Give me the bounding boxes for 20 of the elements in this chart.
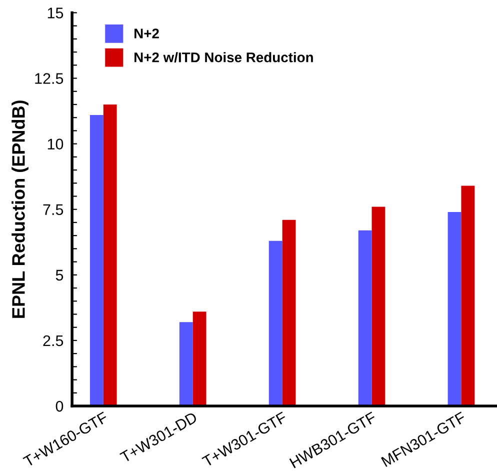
bar	[372, 206, 386, 406]
bar	[461, 186, 475, 406]
y-tick-label: 10	[48, 138, 64, 150]
bar	[192, 312, 206, 406]
bar	[103, 104, 117, 406]
y-tick-label: 0	[56, 400, 64, 412]
bar	[448, 212, 462, 406]
y-tick-label: 2.5	[43, 335, 64, 346]
bar	[268, 240, 282, 406]
y-tick-label: 15	[48, 8, 64, 18]
bar	[90, 114, 104, 406]
bar	[282, 220, 296, 406]
bar	[179, 322, 193, 406]
legend-label: N+2 w/ITD Noise Reduction	[134, 52, 313, 62]
bar	[358, 230, 372, 406]
y-axis-title: EPNL Reduction (EPNdB)	[12, 100, 28, 318]
y-tick-label: 12.5	[35, 73, 64, 84]
legend-label: N+2	[134, 28, 159, 38]
y-tick-label: 5	[56, 270, 64, 281]
y-tick-label: 7.5	[43, 204, 64, 216]
